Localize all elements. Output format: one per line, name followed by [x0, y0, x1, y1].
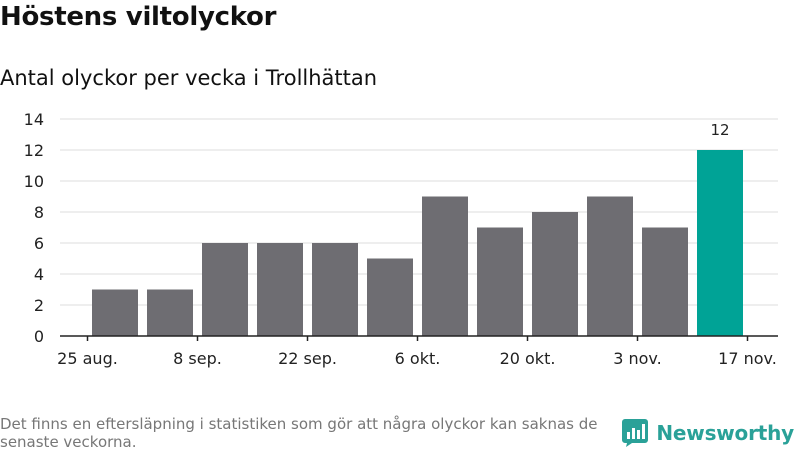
newsworthy-logo-icon [622, 419, 649, 447]
brand-name: Newsworthy [656, 421, 794, 445]
x-tick-label: 22 sep. [278, 349, 337, 368]
bar [312, 243, 358, 336]
x-tick-label: 17 nov. [718, 349, 777, 368]
bar [532, 212, 578, 336]
x-tick-label: 25 aug. [57, 349, 118, 368]
bar [587, 196, 633, 336]
bar [92, 289, 138, 336]
y-tick-label: 8 [34, 203, 44, 222]
y-tick-label: 0 [34, 327, 44, 346]
footnote: Det finns en eftersläpning i statistiken… [0, 415, 598, 451]
bar-chart: 0 2 4 6 8 10 12 14 12 25 aug. 8 sep. 22 sep. 6 okt. 2… [24, 110, 778, 368]
y-tick-label: 10 [24, 172, 44, 191]
brand-logo: Newsworthy [622, 419, 794, 447]
y-tick-label: 12 [24, 141, 44, 160]
bar [642, 227, 688, 336]
x-tick-label: 6 okt. [395, 349, 441, 368]
bar [477, 227, 523, 336]
data-label: 12 [710, 121, 729, 139]
y-tick-label: 14 [24, 110, 44, 129]
chart-subtitle: Antal olyckor per vecka i Trollhättan [0, 66, 378, 90]
bar [202, 243, 248, 336]
y-tick-label: 4 [34, 265, 44, 284]
bar [367, 258, 413, 336]
bar [422, 196, 468, 336]
x-tick-label: 3 nov. [613, 349, 662, 368]
bar [147, 289, 193, 336]
y-tick-label: 6 [34, 234, 44, 253]
y-tick-label: 2 [34, 296, 44, 315]
bar [257, 243, 303, 336]
chart-title: Höstens viltolyckor [0, 2, 277, 32]
x-tick-label: 20 okt. [500, 349, 556, 368]
bar [697, 150, 743, 336]
x-tick-label: 8 sep. [173, 349, 222, 368]
